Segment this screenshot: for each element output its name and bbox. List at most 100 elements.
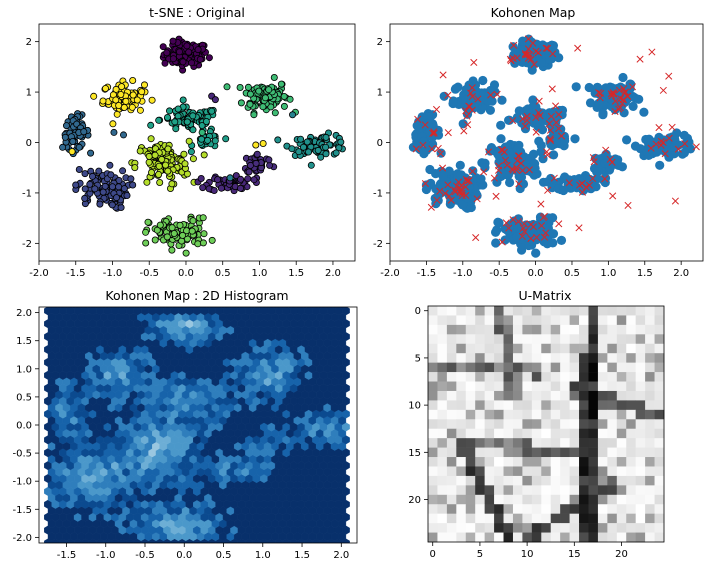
tsne-point [140, 81, 148, 89]
umatrix-cell [512, 400, 523, 411]
umatrix-cell [654, 447, 665, 458]
umatrix-cell [569, 438, 580, 448]
umatrix-cell [456, 513, 467, 524]
tsne-point [277, 80, 285, 88]
histogram-ytick-label: 2.0 [16, 308, 32, 319]
kohonen-neuron-marker [550, 174, 558, 182]
tsne-point [108, 201, 116, 209]
umatrix-cell [597, 362, 608, 373]
hexbin-cell [167, 307, 175, 309]
tsne-point [122, 97, 130, 105]
umatrix-cell [437, 372, 448, 382]
umatrix-cell [494, 523, 504, 533]
umatrix-cell [484, 381, 495, 392]
umatrix-cell [616, 532, 627, 543]
umatrix-cell [475, 324, 485, 335]
hexbin-cell [145, 307, 152, 309]
kohonen-neuron-marker [608, 158, 616, 166]
kohonen-data-point [435, 179, 445, 189]
umatrix-cell [494, 419, 504, 430]
umatrix-cell [579, 494, 589, 505]
kohonen-neuron-marker [498, 238, 506, 246]
tsne-point [199, 239, 207, 247]
kohonen-neuron-marker [565, 179, 573, 187]
umatrix-ytick-label: 15 [408, 448, 421, 459]
umatrix-cell [626, 428, 636, 439]
umatrix-cell [437, 324, 448, 335]
tsne-point [178, 237, 186, 245]
histogram-xtick-label: 0.5 [216, 550, 232, 561]
umatrix-cell [654, 485, 665, 496]
umatrix-cell [616, 353, 627, 363]
umatrix-cells [428, 306, 665, 543]
kohonen-neuron-marker [501, 156, 510, 164]
kohonen-neuron-marker [582, 183, 590, 191]
umatrix-cell [503, 447, 514, 458]
tsne-point [90, 92, 98, 100]
tsne-point [222, 135, 230, 143]
umatrix-cell [446, 485, 457, 496]
kohonen-neuron-marker [547, 112, 555, 120]
umatrix-cell [579, 513, 589, 524]
umatrix-cell [645, 324, 655, 335]
kohonen-neuron-marker [585, 181, 593, 189]
umatrix-cell [428, 334, 438, 345]
kohonen-neuron-marker [497, 146, 506, 154]
kohonen-neuron-marker [529, 223, 538, 231]
umatrix-cell [616, 457, 627, 467]
kohonen-data-point [491, 238, 501, 248]
umatrix-cell [494, 400, 504, 411]
umatrix-cell [560, 532, 570, 543]
umatrix-cell [626, 457, 636, 467]
umatrix-cell [597, 400, 608, 411]
histogram-ytick-label: 0.0 [16, 421, 32, 432]
umatrix-cell [626, 523, 636, 533]
tsne-point [69, 137, 77, 145]
kohonen-neuron-marker [617, 95, 625, 103]
umatrix-cell [569, 334, 580, 345]
umatrix-cell [645, 428, 655, 439]
tsne-point [165, 107, 173, 115]
umatrix-cell [550, 324, 561, 335]
umatrix-cell [484, 475, 495, 486]
ticks-histogram: -1.5 -1.0 -0.5 0.0 0.5 1.0 1.5 2.0 2.0 1.5 1.0 0.5 0… [12, 308, 349, 561]
umatrix-cell [654, 457, 665, 467]
kohonen-neuron-marker [463, 177, 471, 185]
kohonen-neuron-marker [436, 187, 444, 195]
tsne-point [129, 181, 137, 189]
kohonen-neuron-marker [461, 183, 470, 191]
umatrix-cell [437, 419, 448, 430]
tsne-point [295, 148, 303, 156]
kohonen-neuron-marker [574, 44, 582, 52]
umatrix-cell [560, 457, 570, 467]
umatrix-cell [597, 485, 608, 496]
umatrix-cell [588, 315, 599, 326]
tsne-point [246, 90, 254, 98]
umatrix-cell [569, 372, 580, 382]
kohonen-neuron-marker [607, 90, 615, 98]
umatrix-cell [522, 438, 533, 448]
umatrix-cell [607, 315, 618, 326]
tsne-point [181, 160, 189, 168]
hexbin-cell [182, 307, 190, 309]
umatrix-cell [579, 428, 589, 439]
umatrix-cell [569, 447, 580, 458]
kohonen-neuron-marker [608, 92, 616, 100]
tsne-point [199, 184, 207, 192]
umatrix-cell [531, 315, 542, 326]
umatrix-cell [569, 381, 580, 392]
umatrix-cell [616, 475, 627, 486]
panel-2d-histogram: Kohonen Map : 2D Histogram -1.5 -1.0 -0.5 0… [12, 288, 358, 561]
tsne-point [198, 128, 206, 136]
umatrix-cell [560, 485, 570, 496]
kohonen-data-point [478, 75, 488, 86]
umatrix-cell [456, 457, 467, 467]
umatrix-cell [541, 315, 552, 326]
umatrix-cell [494, 372, 504, 382]
kohonen-neuron-marker [509, 55, 517, 63]
umatrix-cell [560, 438, 570, 448]
tsne-point [189, 155, 197, 163]
tsne-point [202, 118, 210, 126]
umatrix-cell [522, 494, 533, 505]
umatrix-cell [616, 324, 627, 335]
